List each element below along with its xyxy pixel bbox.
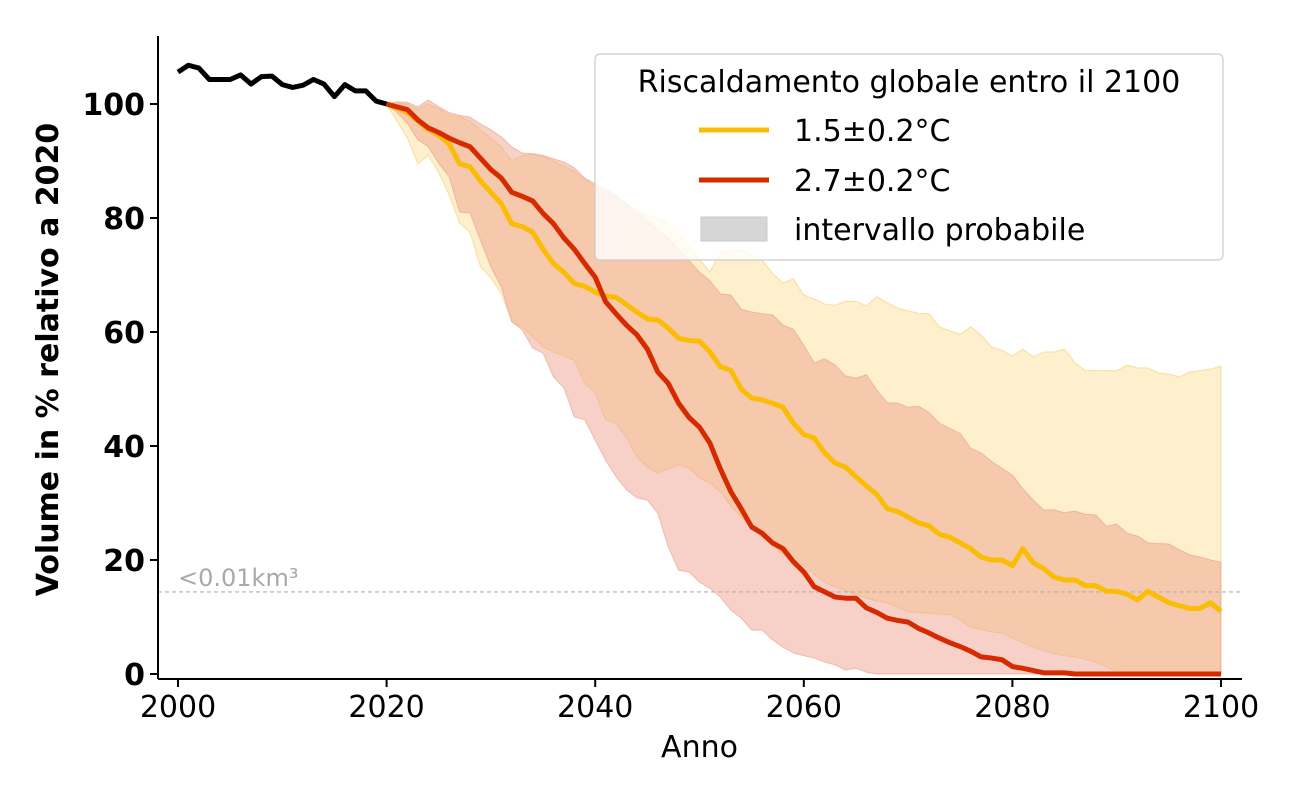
legend-label: 1.5±0.2°C (794, 114, 951, 149)
x-tick-label: 2080 (974, 690, 1050, 725)
x-tick-label: 2060 (766, 690, 842, 725)
series-line-1-5c (385, 101, 1223, 614)
reference-threshold-label: <0.01km³ (178, 564, 298, 592)
x-tick-label: 2000 (140, 690, 216, 725)
y-axis-title: Volume in % relativo a 2020 (31, 123, 66, 597)
series-line-2-7c (385, 101, 1221, 677)
series-lines (176, 62, 1223, 677)
legend-label: intervallo probabile (794, 213, 1085, 248)
legend: Riscaldamento globale entro il 2100 1.5±… (594, 53, 1224, 261)
y-ticks: 0 20 40 60 80 100 (82, 88, 158, 693)
historical-line (176, 62, 388, 107)
legend-entries: 1.5±0.2°C 2.7±0.2°C intervallo probabile (699, 114, 1085, 248)
x-tick-label: 2020 (348, 690, 424, 725)
y-tick-label: 60 (103, 316, 145, 351)
y-tick-label: 20 (103, 544, 145, 579)
x-axis-title: Anno (661, 730, 738, 765)
y-tick-label: 100 (82, 88, 145, 123)
legend-title: Riscaldamento globale entro il 2100 (638, 65, 1181, 100)
legend-swatch-range (700, 216, 768, 242)
legend-frame (594, 53, 1224, 261)
x-ticks: 2000 2020 2040 2060 2080 2100 (140, 679, 1259, 725)
x-tick-label: 2100 (1183, 690, 1259, 725)
reference-line-group: <0.01km³ (158, 564, 1242, 593)
y-tick-label: 40 (103, 430, 145, 465)
x-tick-label: 2040 (557, 690, 633, 725)
y-tick-label: 80 (103, 202, 145, 237)
y-tick-label: 0 (124, 658, 145, 693)
legend-label: 2.7±0.2°C (794, 164, 951, 199)
